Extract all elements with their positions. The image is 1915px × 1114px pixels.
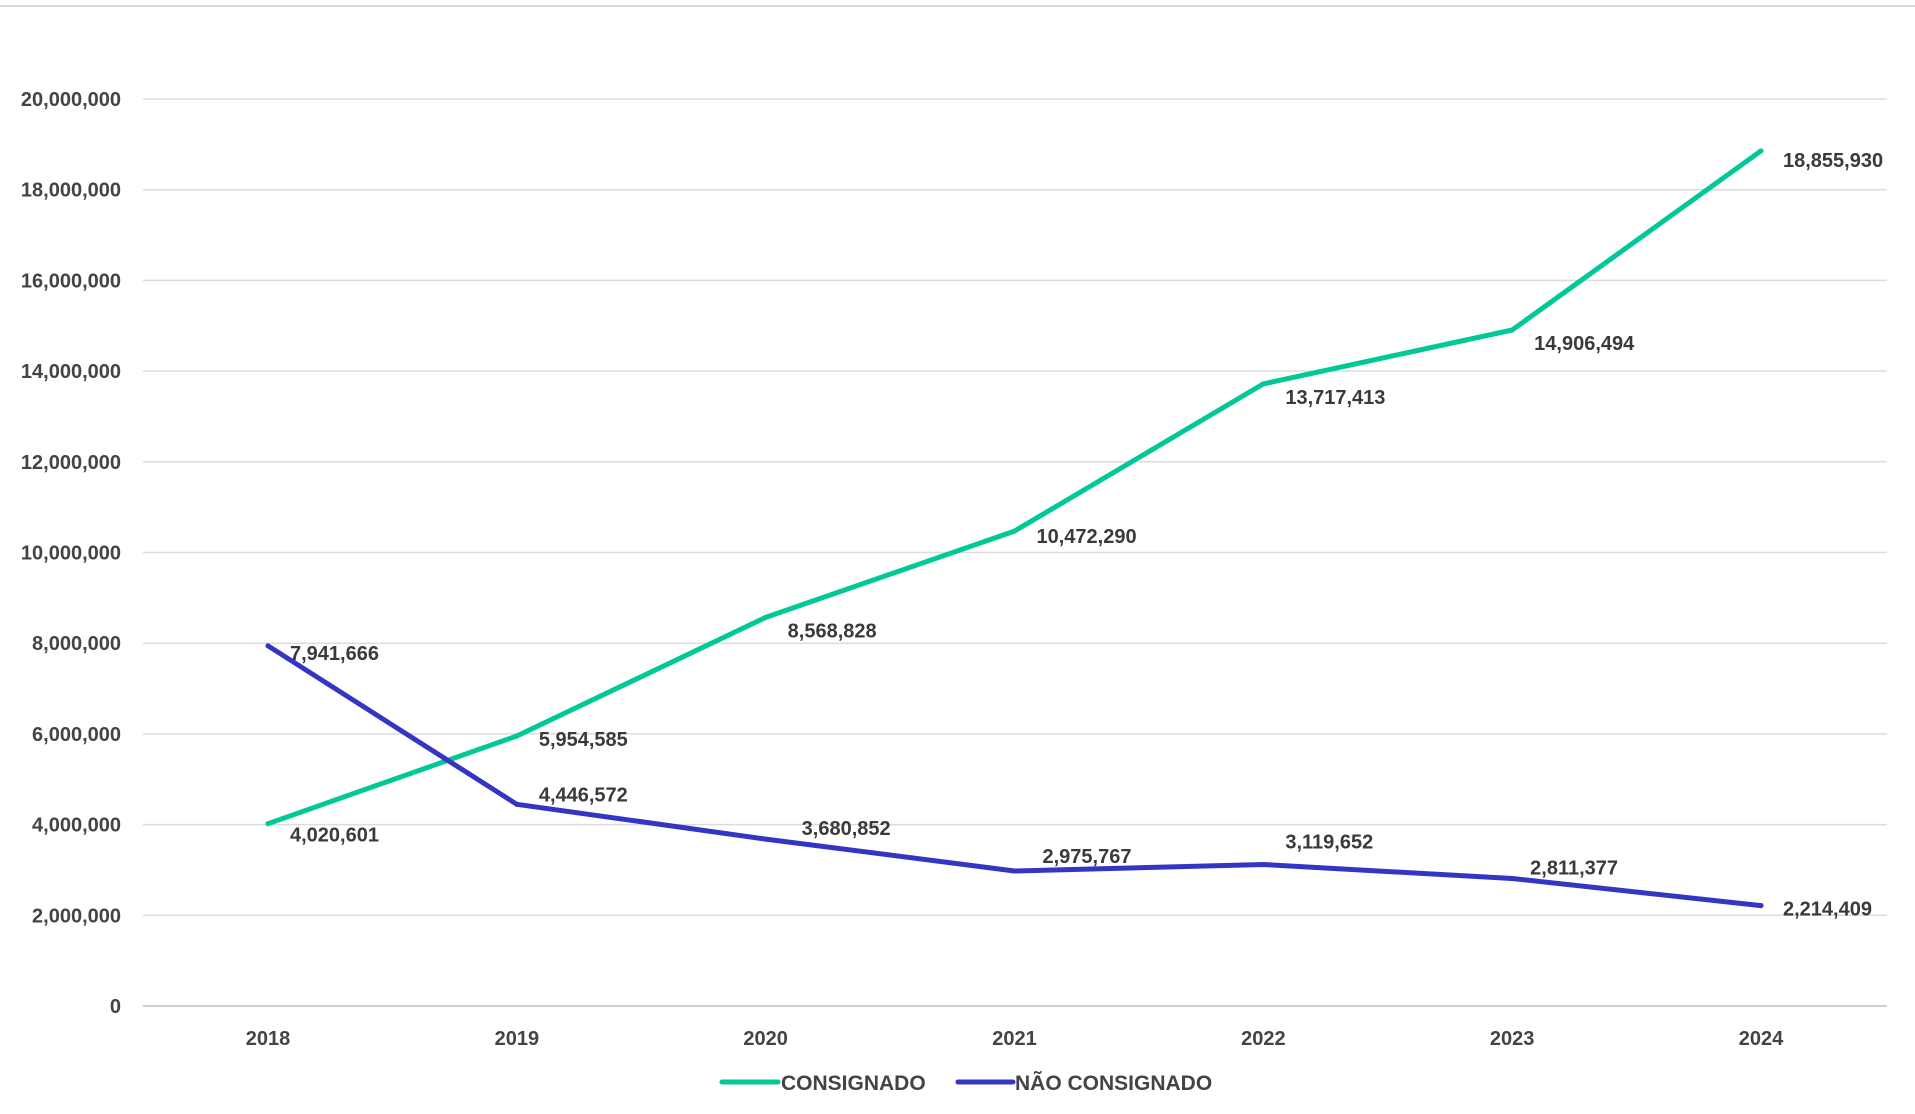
- data-label: 2,811,377: [1530, 858, 1618, 880]
- y-tick-label: 18,000,000: [21, 180, 121, 202]
- grid-layer: [143, 98, 1887, 1007]
- data-point: [514, 733, 520, 739]
- data-point: [1758, 903, 1764, 909]
- data-label: 7,941,666: [290, 643, 379, 665]
- y-tick-label: 10,000,000: [21, 543, 121, 565]
- data-label: 2,975,767: [1043, 846, 1132, 868]
- data-label: 18,855,930: [1783, 150, 1883, 172]
- data-point: [1758, 148, 1764, 154]
- data-label: 5,954,585: [539, 729, 628, 751]
- axis-layer: 0 2,000,000 4,000,000 6,000,000 8,000,000 10,…: [21, 89, 1784, 1050]
- legend-label: CONSIGNADO: [781, 1072, 926, 1095]
- data-point: [1260, 381, 1266, 387]
- data-point: [1012, 528, 1017, 534]
- x-tick-label: 2021: [992, 1028, 1037, 1050]
- legend-label: NÃO CONSIGNADO: [1015, 1072, 1212, 1095]
- x-tick-label: 2023: [1490, 1028, 1535, 1050]
- label-layer: 4,020,601 5,954,585 8,568,828 10,472,290 13,…: [290, 150, 1883, 921]
- y-tick-label: 0: [110, 996, 121, 1018]
- x-tick-label: 2022: [1241, 1028, 1286, 1050]
- y-tick-label: 20,000,000: [21, 89, 121, 111]
- data-label: 13,717,413: [1285, 387, 1385, 409]
- y-tick-label: 8,000,000: [32, 633, 121, 655]
- y-tick-label: 2,000,000: [32, 905, 121, 927]
- data-label: 3,680,852: [802, 818, 891, 840]
- data-label: 2,214,409: [1783, 899, 1872, 921]
- data-point: [1509, 327, 1515, 333]
- data-label: 4,446,572: [539, 784, 628, 806]
- y-tick-label: 14,000,000: [21, 361, 121, 383]
- legend: CONSIGNADO NÃO CONSIGNADO: [719, 1072, 1212, 1095]
- x-tick-label: 2018: [246, 1028, 291, 1050]
- data-point: [514, 801, 520, 807]
- data-point: [265, 821, 271, 827]
- data-point: [265, 643, 271, 649]
- data-point: [1509, 876, 1515, 882]
- y-tick-label: 12,000,000: [21, 452, 121, 474]
- data-label: 8,568,828: [788, 620, 877, 642]
- x-tick-label: 2019: [495, 1028, 540, 1050]
- x-tick-label: 2024: [1739, 1028, 1784, 1050]
- data-point: [1012, 868, 1017, 874]
- data-point: [763, 614, 769, 620]
- data-label: 10,472,290: [1037, 526, 1137, 548]
- data-label: 4,020,601: [290, 825, 379, 847]
- data-point: [1260, 862, 1266, 868]
- data-label: 3,119,652: [1285, 832, 1373, 854]
- y-tick-label: 6,000,000: [32, 724, 121, 746]
- data-label: 14,906,494: [1534, 333, 1635, 355]
- y-tick-label: 16,000,000: [21, 270, 121, 292]
- y-tick-label: 4,000,000: [32, 815, 121, 837]
- series-layer: [265, 148, 1764, 909]
- data-point: [763, 836, 769, 842]
- x-tick-label: 2020: [743, 1028, 788, 1050]
